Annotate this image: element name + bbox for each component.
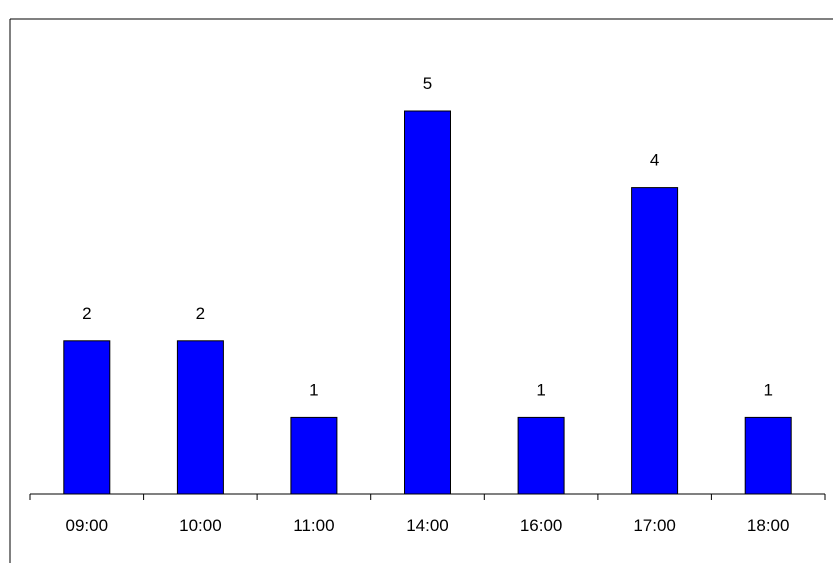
data-label-1100: 1 [309,380,318,399]
bar-1400 [404,110,451,495]
x-tick-label-1100: 11:00 [293,516,334,535]
bar-0900 [63,340,111,495]
bar-1800 [744,416,792,495]
bar-1700 [631,187,679,495]
data-label-1600: 1 [536,380,545,399]
data-labels-group: 2 2 1 5 1 4 1 [82,74,773,399]
x-axis-ticks [29,494,826,500]
bar-1000 [176,340,224,495]
bar-1600 [517,416,565,495]
data-label-1800: 1 [763,380,772,399]
x-tick-label-1000: 10:00 [179,516,222,535]
data-label-0900: 2 [82,304,91,323]
x-tick-label-1800: 18:00 [747,516,790,535]
data-label-1000: 2 [196,304,205,323]
x-tick-label-1400: 14:00 [406,516,449,535]
bar-1100 [290,416,338,495]
x-tick-label-1600: 16:00 [520,516,563,535]
bars-group [63,110,792,495]
data-label-1400: 5 [423,74,432,93]
chart-frame [9,18,833,563]
data-label-1700: 4 [650,151,659,170]
x-tick-label-0900: 09:00 [66,516,109,535]
x-axis-tick-labels: 09:00 10:00 11:00 14:00 16:00 17:00 18:00 [66,516,790,535]
x-tick-label-1700: 17:00 [633,516,676,535]
